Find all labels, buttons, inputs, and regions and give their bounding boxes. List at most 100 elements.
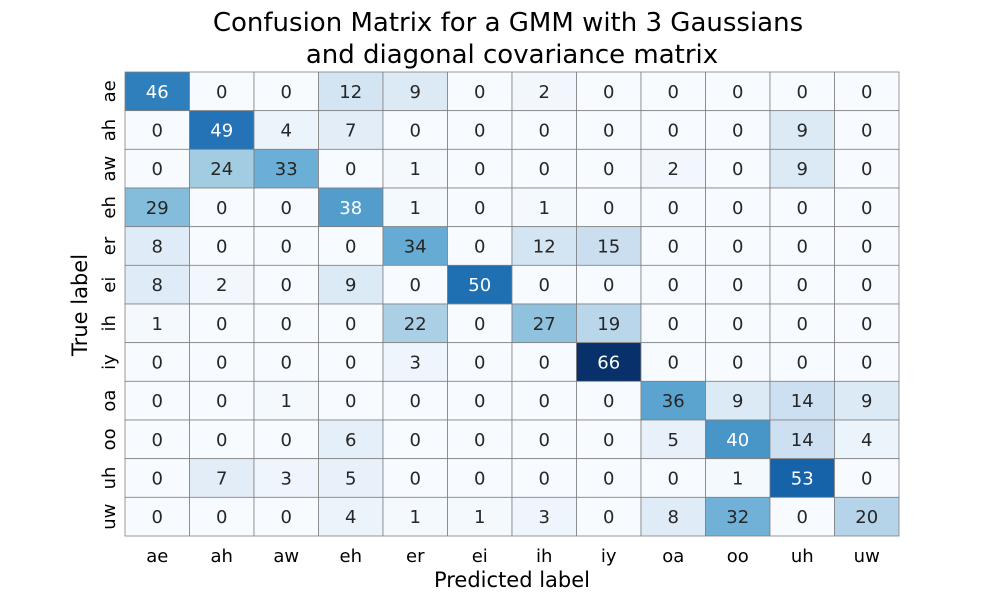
cell-value-eh-aw: 0 (281, 198, 292, 219)
heatmap-cell-ih-oo (705, 303, 771, 344)
cell-value-iy-eh: 0 (345, 353, 356, 374)
heatmap-cell-uw-oo (705, 496, 771, 537)
heatmap-cell-iy-ih (511, 342, 577, 382)
x-tick-label-aw: aw (273, 546, 299, 567)
heatmap-cell-uh-ah (189, 458, 255, 498)
heatmap-cell-aw-aw (253, 148, 319, 189)
cell-value-ah-eh: 7 (345, 121, 356, 142)
heatmap-cell-ah-ei (447, 110, 513, 150)
cell-annotations: 46 0 0 12 9 0 2 0 0 0 0 00 49 4 7 0 0 0 0 0 0 9 00 24 33 0 1 0 0 0 2 0 9… (146, 82, 878, 528)
y-tick-label-eh: eh (99, 196, 120, 218)
heatmap-cell-ah-ah (189, 110, 255, 150)
x-axis-label: Predicted label (434, 568, 590, 592)
cell-value-iy-uh: 0 (797, 353, 808, 374)
cell-value-aw-er: 1 (410, 159, 421, 180)
heatmap-cell-uw-uw (834, 496, 900, 537)
y-tick-label-ah: ah (99, 119, 120, 141)
cell-value-iy-oa: 0 (668, 353, 679, 374)
cell-value-oa-oa: 36 (662, 391, 685, 412)
heatmap-cell-oa-ei (447, 380, 513, 421)
cell-value-aw-oo: 0 (732, 159, 743, 180)
cell-value-uh-er: 0 (410, 469, 421, 490)
heatmap-cell-oa-eh (318, 380, 384, 421)
x-tick-labels: ae ah aw eh er ei ih iy oa oo uh uw (146, 546, 880, 567)
cell-value-ae-iy: 0 (603, 82, 614, 103)
cell-value-aw-ih: 0 (539, 159, 550, 180)
cell-value-aw-uw: 0 (861, 159, 872, 180)
heatmap-cell-ae-ae (124, 71, 190, 112)
cell-value-uw-ah: 0 (216, 507, 227, 528)
cell-value-uw-oa: 8 (668, 507, 679, 528)
heatmap-cell-oa-aw (253, 380, 319, 421)
cell-value-ah-uh: 9 (797, 121, 808, 142)
heatmap-cell-ah-uh (769, 110, 835, 150)
heatmap-cell-ah-eh (318, 110, 384, 150)
cell-value-oo-eh: 6 (345, 430, 356, 451)
cell-value-er-eh: 0 (345, 237, 356, 258)
y-tick-label-ei: ei (99, 277, 120, 293)
cell-value-oa-er: 0 (410, 391, 421, 412)
cell-value-eh-iy: 0 (603, 198, 614, 219)
cell-value-iy-ih: 0 (539, 353, 550, 374)
heatmap-cell-eh-ei (447, 187, 513, 228)
heatmap-cell-uh-uh (769, 458, 835, 498)
cell-value-ih-aw: 0 (281, 314, 292, 335)
cell-value-uw-ih: 3 (539, 507, 550, 528)
cell-value-oa-ah: 0 (216, 391, 227, 412)
heatmap-cell-er-ae (124, 226, 190, 266)
cell-value-ae-ih: 2 (539, 82, 550, 103)
heatmap-cell-oa-oa (640, 380, 706, 421)
heatmap-cell-ih-uw (834, 303, 900, 344)
heatmap-cell-oa-uw (834, 380, 900, 421)
cell-value-uw-ae: 0 (152, 507, 163, 528)
cell-value-ah-ei: 0 (474, 121, 485, 142)
heatmap-cell-iy-aw (253, 342, 319, 382)
heatmap-cell-ih-er (382, 303, 448, 344)
cell-value-er-ei: 0 (474, 237, 485, 258)
cell-value-aw-ae: 0 (152, 159, 163, 180)
heatmap-cells (124, 71, 900, 537)
cell-value-ae-ah: 0 (216, 82, 227, 103)
heatmap-cell-er-ah (189, 226, 255, 266)
cell-value-uh-uh: 53 (791, 469, 814, 490)
cell-value-ae-uh: 0 (797, 82, 808, 103)
heatmap-cell-ah-uw (834, 110, 900, 150)
x-tick-label-er: er (406, 546, 425, 567)
cell-value-ei-oa: 0 (668, 275, 679, 296)
y-tick-label-ae: ae (99, 80, 120, 102)
x-tick-label-iy: iy (601, 546, 617, 567)
cell-value-aw-oa: 2 (668, 159, 679, 180)
heatmap-cell-oo-iy (576, 419, 642, 460)
heatmap-cell-ei-ih (511, 264, 577, 305)
cell-value-ei-ei: 50 (468, 275, 491, 296)
heatmap-cell-oa-uh (769, 380, 835, 421)
cell-value-eh-oa: 0 (668, 198, 679, 219)
cell-value-oa-oo: 9 (732, 391, 743, 412)
chart-title-line-1: Confusion Matrix for a GMM with 3 Gaussi… (213, 8, 803, 38)
cell-value-ae-uw: 0 (861, 82, 872, 103)
heatmap-cell-uw-ei (447, 496, 513, 537)
heatmap-cell-ih-aw (253, 303, 319, 344)
cell-value-oa-eh: 0 (345, 391, 356, 412)
y-tick-label-oa: oa (99, 390, 120, 412)
heatmap-cell-oa-iy (576, 380, 642, 421)
heatmap-cell-er-iy (576, 226, 642, 266)
x-tick-label-eh: eh (340, 546, 362, 567)
cell-value-uw-uw: 20 (855, 507, 878, 528)
cell-value-iy-aw: 0 (281, 353, 292, 374)
heatmap-cell-aw-er (382, 148, 448, 189)
cell-value-ah-oa: 0 (668, 121, 679, 142)
cell-value-er-aw: 0 (281, 237, 292, 258)
cell-value-ah-ae: 0 (152, 121, 163, 142)
heatmap-cell-er-ih (511, 226, 577, 266)
cell-value-iy-ae: 0 (152, 353, 163, 374)
cell-value-oa-uh: 14 (791, 391, 814, 412)
cell-value-oo-uw: 4 (861, 430, 872, 451)
heatmap-cell-ah-er (382, 110, 448, 150)
cell-value-ah-ah: 49 (210, 121, 233, 142)
cell-value-oo-oa: 5 (668, 430, 679, 451)
cell-value-ih-uw: 0 (861, 314, 872, 335)
cell-value-oo-er: 0 (410, 430, 421, 451)
